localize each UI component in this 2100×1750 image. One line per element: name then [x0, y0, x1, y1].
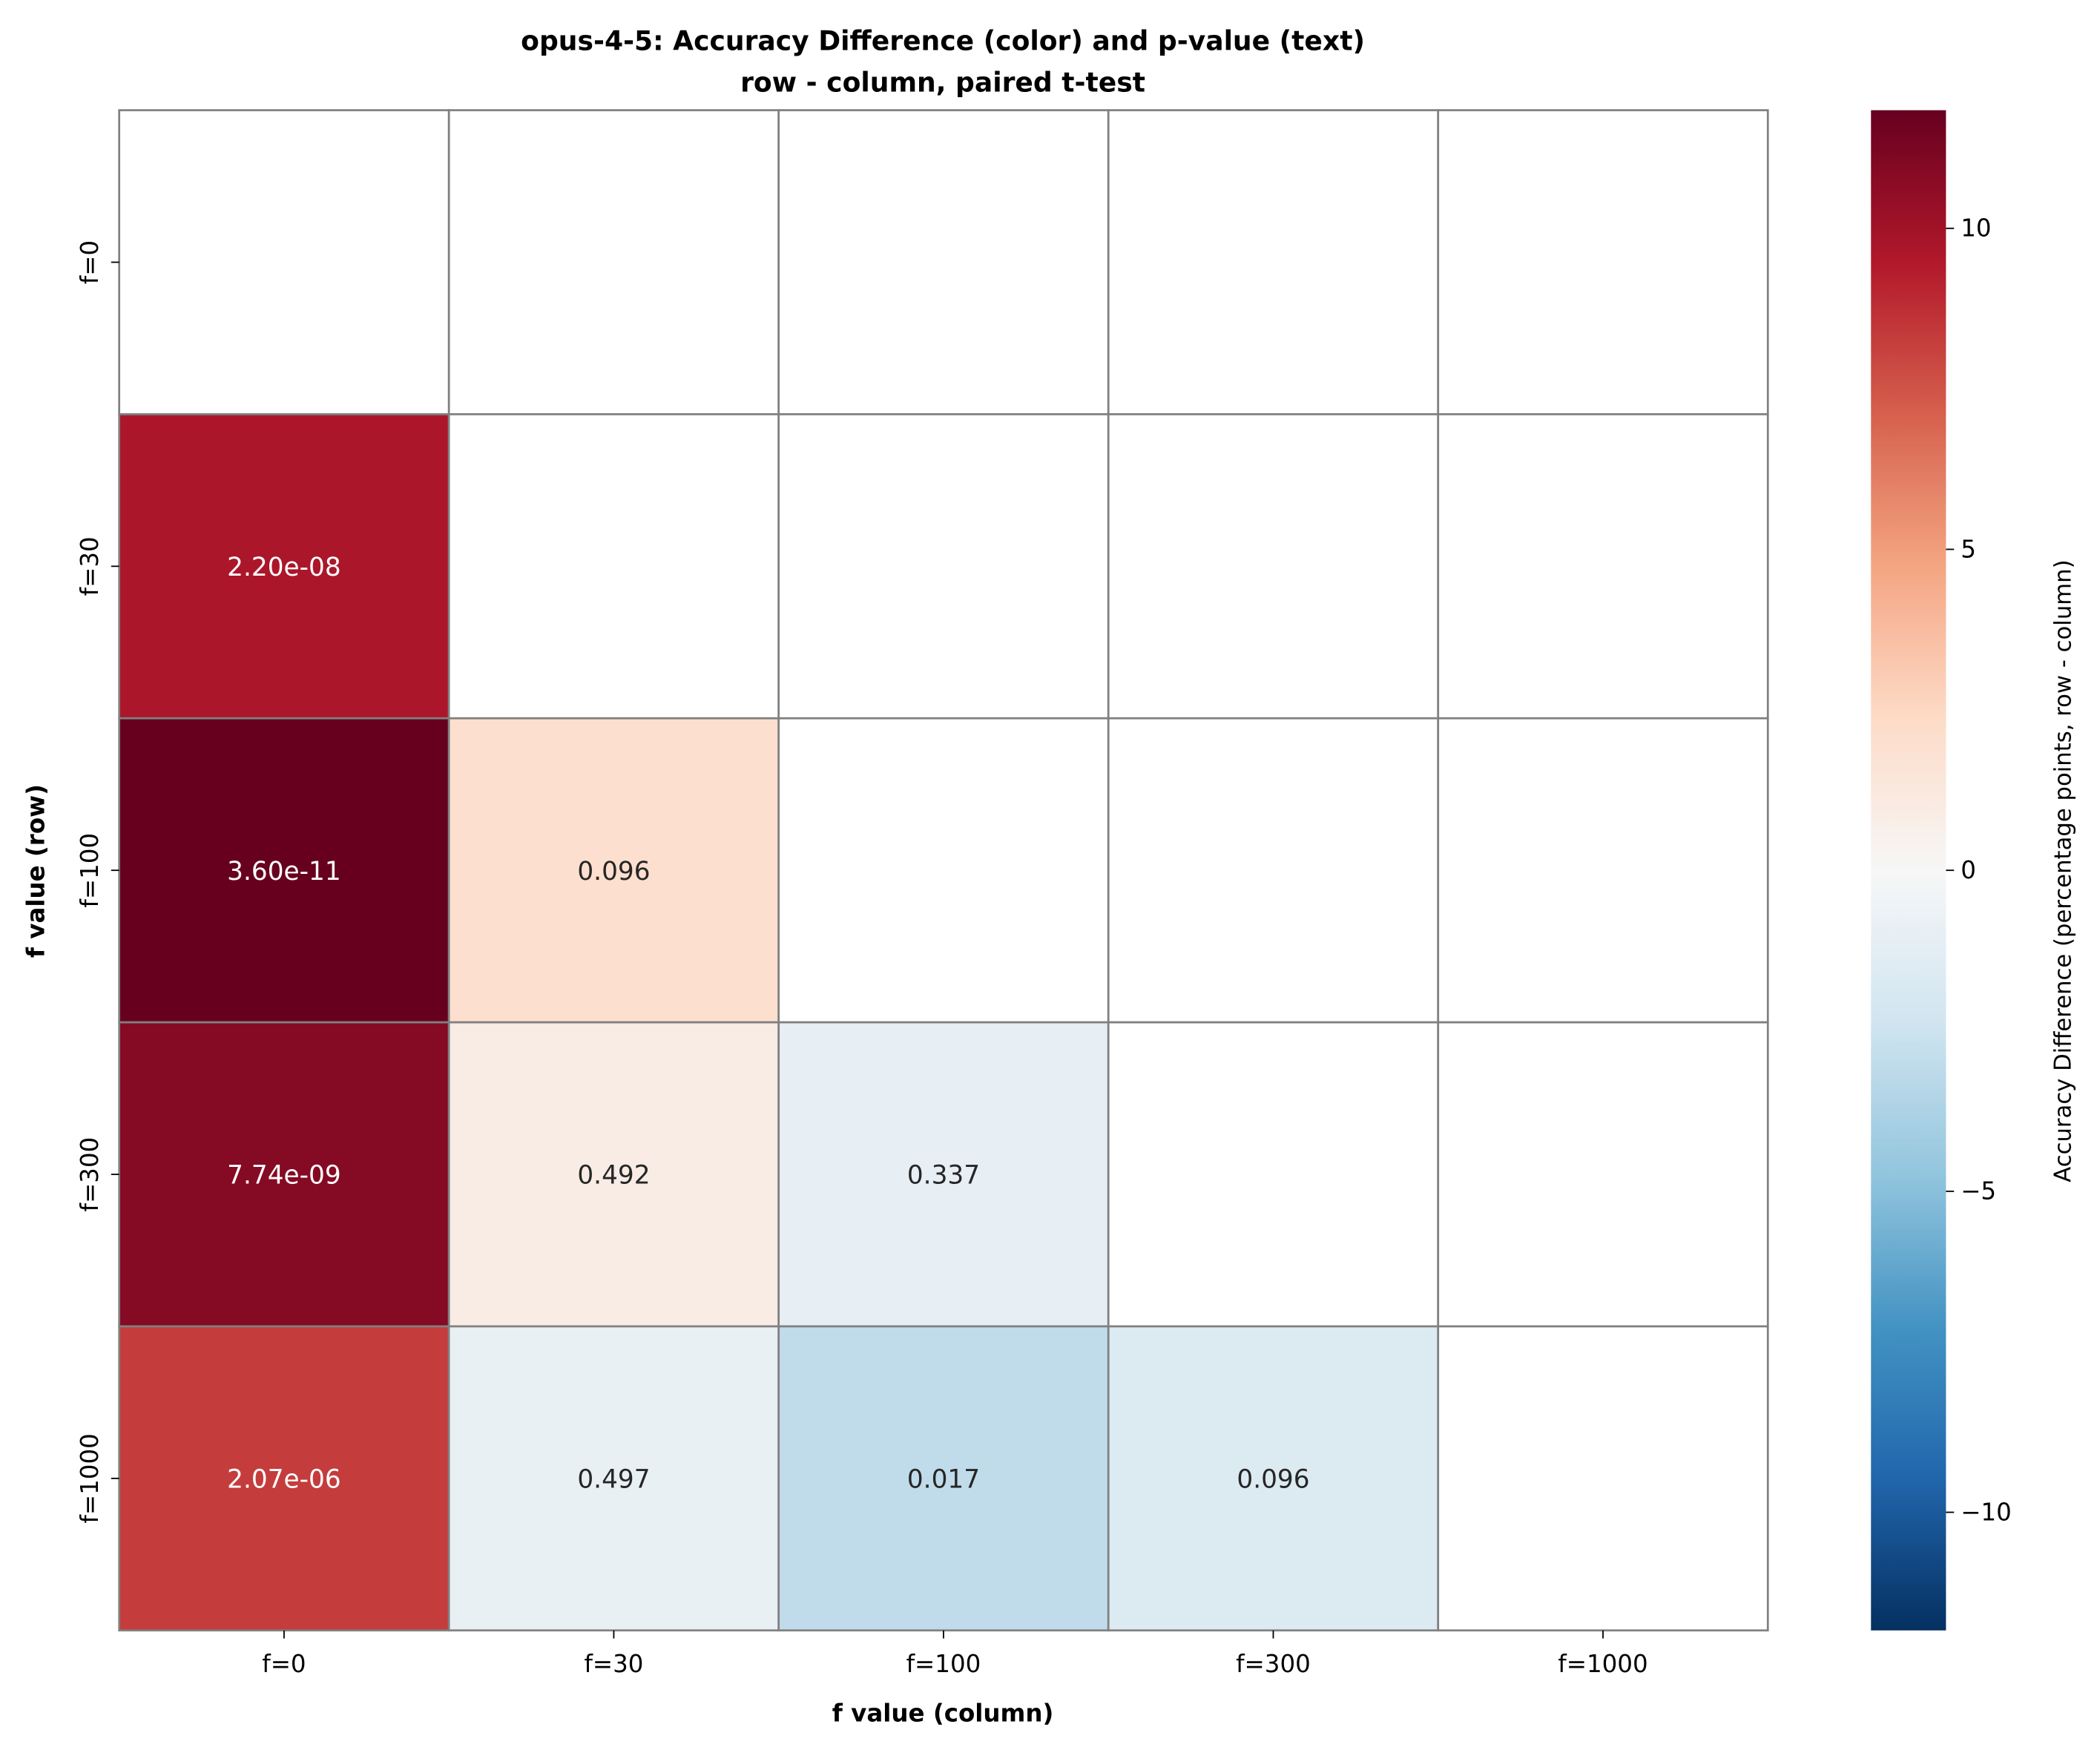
- heatmap-cell: [447, 413, 780, 720]
- heatmap-cell: [1437, 1325, 1769, 1632]
- heatmap-cell: [447, 1021, 780, 1328]
- cell-annotation: 0.337: [907, 1161, 980, 1191]
- heatmap-cell: [1107, 1325, 1440, 1632]
- x-tick-label: f=300: [1236, 1650, 1311, 1678]
- cell-annotation: 0.096: [1237, 1465, 1309, 1495]
- cell-annotation: 2.20e-08: [227, 553, 340, 582]
- x-tick-label: f=30: [584, 1650, 643, 1678]
- y-tick-label: f=1000: [76, 1433, 104, 1523]
- chart-subtitle: row - column, paired t-test: [740, 66, 1145, 98]
- colorbar-ticks: 10 5 0 −5 −10: [1946, 214, 2012, 1526]
- colorbar-label: Accuracy Difference (percentage points, …: [2050, 559, 2076, 1182]
- cell-annotation: 2.07e-06: [227, 1465, 340, 1495]
- heatmap-cell: [1107, 413, 1440, 720]
- colorbar-tick-label: 0: [1961, 856, 1976, 884]
- heatmap-cell: [1107, 1021, 1440, 1328]
- heatmap-cell: [1107, 717, 1440, 1024]
- x-tick-label: f=100: [906, 1650, 981, 1678]
- heatmap-cell: [1437, 1021, 1769, 1328]
- heatmap-cell: [118, 1325, 450, 1632]
- heatmap-cell: [118, 1021, 450, 1328]
- cell-annotation: 0.492: [577, 1161, 650, 1191]
- heatmap-cell: [447, 717, 780, 1024]
- cell-annotation: 0.096: [577, 857, 650, 886]
- y-tick-label: f=0: [76, 240, 104, 284]
- x-tick-label: f=0: [262, 1650, 306, 1678]
- y-axis-ticks: f=0 f=30 f=100 f=300 f=1000: [76, 240, 119, 1524]
- heatmap-cell: [777, 717, 1110, 1024]
- heatmap-cell: [1437, 717, 1769, 1024]
- colorbar-tick-label: −5: [1961, 1177, 1996, 1205]
- y-tick-label: f=30: [76, 536, 104, 596]
- y-tick-label: f=300: [76, 1137, 104, 1212]
- heatmap-cell: [118, 413, 450, 720]
- heatmap-cell: [1107, 109, 1440, 415]
- x-axis-ticks: f=0 f=30 f=100 f=300 f=1000: [262, 1630, 1648, 1678]
- cell-annotation: 0.017: [907, 1465, 980, 1495]
- colorbar-tick-label: 10: [1961, 214, 1991, 243]
- heatmap-cell: [118, 109, 450, 415]
- colorbar-tick-label: −10: [1961, 1498, 2012, 1526]
- heatmap-cell: [777, 413, 1110, 720]
- heatmap-cell: [118, 717, 450, 1024]
- heatmap-cell: [777, 1021, 1110, 1328]
- cell-annotation: 3.60e-11: [227, 857, 340, 886]
- cell-annotation: 0.497: [577, 1465, 650, 1495]
- x-tick-label: f=1000: [1558, 1650, 1648, 1678]
- chart-title: opus-4-5: Accuracy Difference (color) an…: [521, 24, 1365, 56]
- heatmap-cells: 2.20e-08 3.60e-11 0.096 7.74e-09 0.492 0.337 2…: [118, 109, 1769, 1632]
- heatmap-cell: [1437, 109, 1769, 415]
- colorbar: [1871, 110, 1946, 1631]
- y-tick-label: f=100: [76, 833, 104, 908]
- heatmap-cell: [777, 109, 1110, 415]
- heatmap-cell: [447, 1325, 780, 1632]
- colorbar-tick-label: 5: [1961, 535, 1976, 563]
- heatmap-cell: [447, 109, 780, 415]
- y-axis-label: f value (row): [22, 784, 50, 958]
- x-axis-label: f value (column): [832, 1700, 1054, 1728]
- cell-annotation: 7.74e-09: [227, 1161, 340, 1191]
- heatmap-cell: [1437, 413, 1769, 720]
